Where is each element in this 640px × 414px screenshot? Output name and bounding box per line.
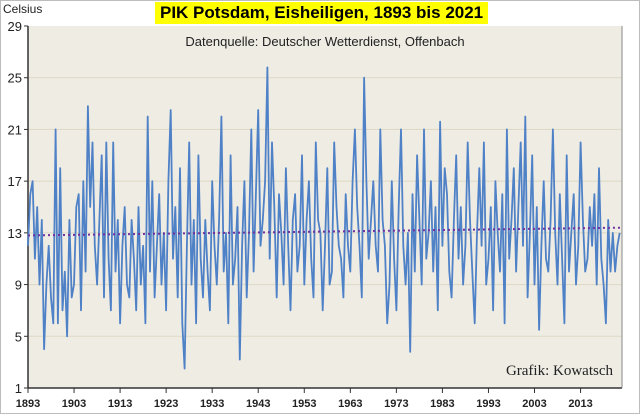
- chart-credit: Grafik: Kowatsch: [506, 363, 614, 379]
- x-tick-label: 2003: [522, 398, 546, 410]
- y-tick-label: 5: [15, 329, 22, 344]
- x-tick-label: 1933: [200, 398, 224, 410]
- x-tick-label: 1923: [154, 398, 178, 410]
- chart-title: PIK Potsdam, Eisheiligen, 1893 bis 2021: [155, 2, 489, 24]
- x-tick-label: 1973: [384, 398, 408, 410]
- y-tick-label: 1: [15, 381, 22, 396]
- y-axis-label: Celsius: [3, 2, 43, 16]
- x-tick-label: 1893: [16, 398, 40, 410]
- x-tick-label: 1913: [108, 398, 132, 410]
- x-tick-label: 1993: [476, 398, 500, 410]
- x-tick-label: 2013: [568, 398, 592, 410]
- x-tick-label: 1903: [62, 398, 86, 410]
- y-tick-label: 29: [8, 19, 22, 34]
- trend-line: [27, 226, 623, 237]
- x-tick-label: 1953: [292, 398, 316, 410]
- y-tick-label: 25: [8, 71, 22, 86]
- x-tick-label: 1983: [430, 398, 454, 410]
- data-series-line: [27, 66, 621, 370]
- y-tick-label: 21: [8, 122, 22, 137]
- x-tick-label: 1943: [246, 398, 270, 410]
- y-tick-label: 17: [8, 174, 22, 189]
- y-tick-label: 9: [15, 278, 22, 293]
- y-tick-label: 13: [8, 226, 22, 241]
- chart-subtitle: Datenquelle: Deutscher Wetterdienst, Off…: [185, 34, 464, 49]
- x-tick-label: 1963: [338, 398, 362, 410]
